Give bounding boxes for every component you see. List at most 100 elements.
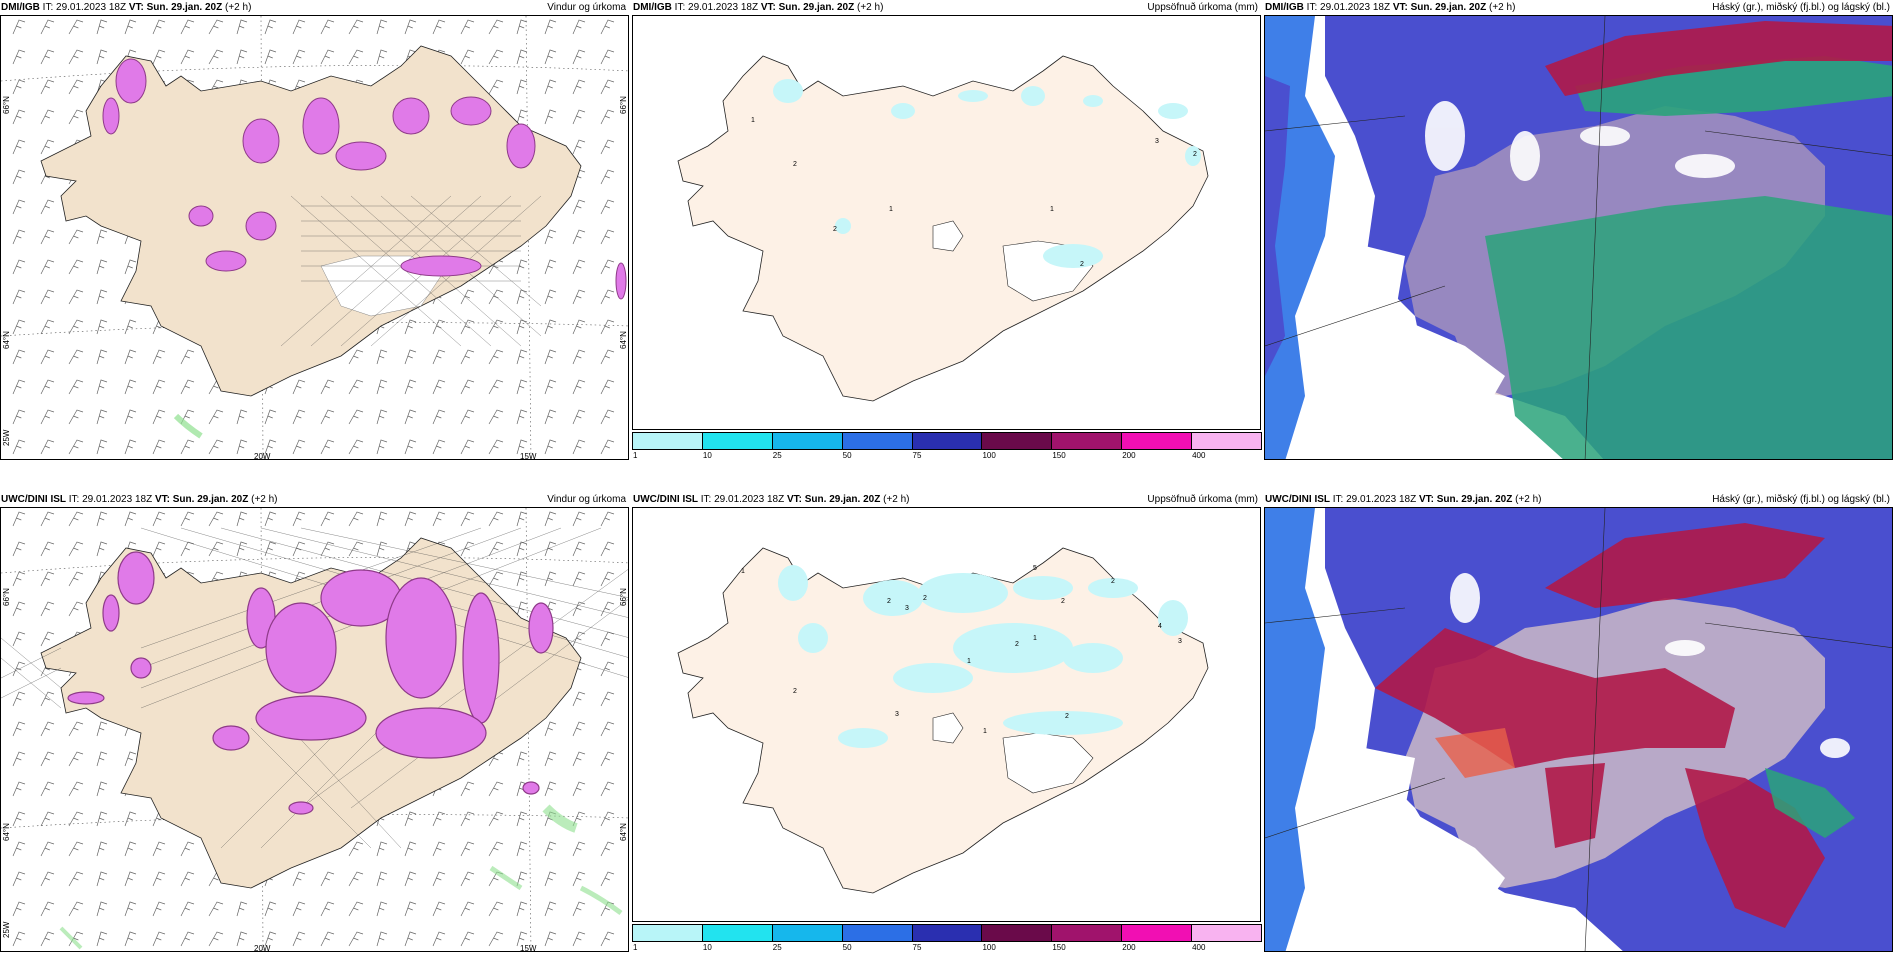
colorbar-segment (701, 924, 773, 942)
wind-barb (124, 841, 137, 857)
wind-barb (180, 871, 195, 887)
wind-barb (432, 871, 446, 887)
lead-time: (+2 h) (857, 2, 884, 13)
colorbar-tick: 150 (1052, 943, 1066, 952)
wind-barb (516, 319, 528, 335)
wind-barb (572, 601, 586, 617)
wind-barb (180, 349, 195, 365)
panel-header: DMI/IGB IT: 29.01.2023 18Z VT: Sun. 29.j… (1264, 0, 1893, 15)
wind-barb (40, 139, 55, 155)
wind-barb (292, 379, 306, 395)
wind-barb (208, 49, 224, 65)
panel-title: Háský (gr.), miðský (fj.bl.) og lágský (… (1712, 2, 1890, 13)
wind-barb (376, 439, 388, 455)
wind-barb (320, 901, 335, 917)
precip-value: 2 (833, 226, 837, 233)
wind-barb (348, 349, 364, 365)
map-canvas: 1 2 3 2 5 2 2 1 4 3 2 1 2 1 3 2 (677, 547, 1209, 894)
wind-barb (516, 901, 528, 917)
precip-value: 1 (741, 568, 745, 575)
wind-barb (600, 871, 615, 887)
wind-barb (208, 409, 224, 425)
precip-value: 1 (1033, 635, 1037, 642)
wind-barb (96, 721, 108, 737)
wind-barb (96, 289, 108, 305)
precip-value: 2 (923, 595, 927, 602)
panel-title: Uppsöfnuð úrkoma (mm) (1147, 2, 1258, 13)
wind-barb (600, 661, 615, 677)
wind-barb (96, 319, 108, 335)
wind-barb (516, 19, 528, 35)
wind-barb (96, 541, 108, 557)
wind-barb (96, 409, 108, 425)
wind-barb (600, 511, 615, 527)
wind-barb (96, 19, 108, 35)
wind-barb (96, 49, 108, 65)
wind-barb (572, 691, 586, 707)
wind-barb (376, 841, 388, 857)
lead-time: (+2 h) (251, 494, 278, 505)
wind-barb (376, 349, 388, 365)
wind-barb (68, 811, 84, 827)
wind-barb (152, 931, 166, 947)
wind-barb (600, 169, 615, 185)
wind-barb (460, 511, 475, 527)
precip-value: 4 (1158, 623, 1162, 630)
wind-barb (600, 79, 615, 95)
wind-barb (488, 571, 504, 587)
wind-barb (152, 349, 166, 365)
wind-barb (404, 511, 417, 527)
precip-value: 3 (905, 605, 909, 612)
wind-barb (544, 109, 557, 125)
wind-barb (488, 349, 504, 365)
wind-barb (12, 841, 26, 857)
wind-barb (320, 511, 335, 527)
wind-barb (320, 379, 335, 395)
init-time: IT: 29.01.2023 18Z (674, 2, 759, 13)
wind-barb (124, 409, 137, 425)
valid-time: VT: Sun. 29.jan. 20Z (128, 2, 223, 13)
lead-time: (+2 h) (1515, 494, 1542, 505)
precip-value: 2 (793, 688, 797, 695)
lat-label-66-right: 66°N (619, 96, 628, 114)
wind-barb (572, 139, 586, 155)
wind-barb (68, 109, 84, 125)
wind-barb (208, 19, 224, 35)
model-name: DMI/IGB (1, 2, 40, 13)
model-name: DMI/IGB (1265, 2, 1304, 13)
wind-barb (68, 721, 84, 737)
wind-barb (572, 409, 586, 425)
wind-barb (600, 259, 615, 275)
wind-barb (348, 901, 364, 917)
wind-barb (348, 931, 364, 947)
model-name: DMI/IGB (633, 2, 672, 13)
wind-precip-map: 66°N 64°N 25W 66°N 64°N 20W 15W (0, 507, 629, 952)
cloud-map (1264, 507, 1893, 952)
wind-barb (292, 49, 306, 65)
precip-value: 3 (895, 711, 899, 718)
wind-barb (292, 931, 306, 947)
wind-barb (320, 409, 335, 425)
wind-barb (460, 349, 475, 365)
wind-barb (96, 841, 108, 857)
wind-barb (376, 541, 388, 557)
wind-barb (572, 109, 586, 125)
wind-barb (516, 511, 528, 527)
lead-time: (+2 h) (883, 494, 910, 505)
panel-dmi-precip: DMI/IGB IT: 29.01.2023 18Z VT: Sun. 29.j… (632, 0, 1262, 460)
wind-barb (152, 541, 166, 557)
wind-barb (68, 571, 84, 587)
wind-barb (236, 439, 248, 455)
lon-label-20: 20W (254, 944, 271, 952)
wind-barb (152, 901, 166, 917)
panel-header: DMI/IGB IT: 29.01.2023 18Z VT: Sun. 29.j… (0, 0, 629, 15)
wind-barb (208, 901, 224, 917)
accum-precip-map: 1 2 3 2 5 2 2 1 4 3 2 1 2 1 3 2 (632, 507, 1261, 922)
wind-barb (488, 439, 504, 455)
wind-barb (600, 841, 615, 857)
wind-barb (320, 871, 335, 887)
wind-barb (264, 541, 277, 557)
panel-title: Vindur og úrkoma (547, 2, 626, 13)
wind-barb (600, 109, 615, 125)
lat-label-64: 64°N (2, 331, 11, 349)
